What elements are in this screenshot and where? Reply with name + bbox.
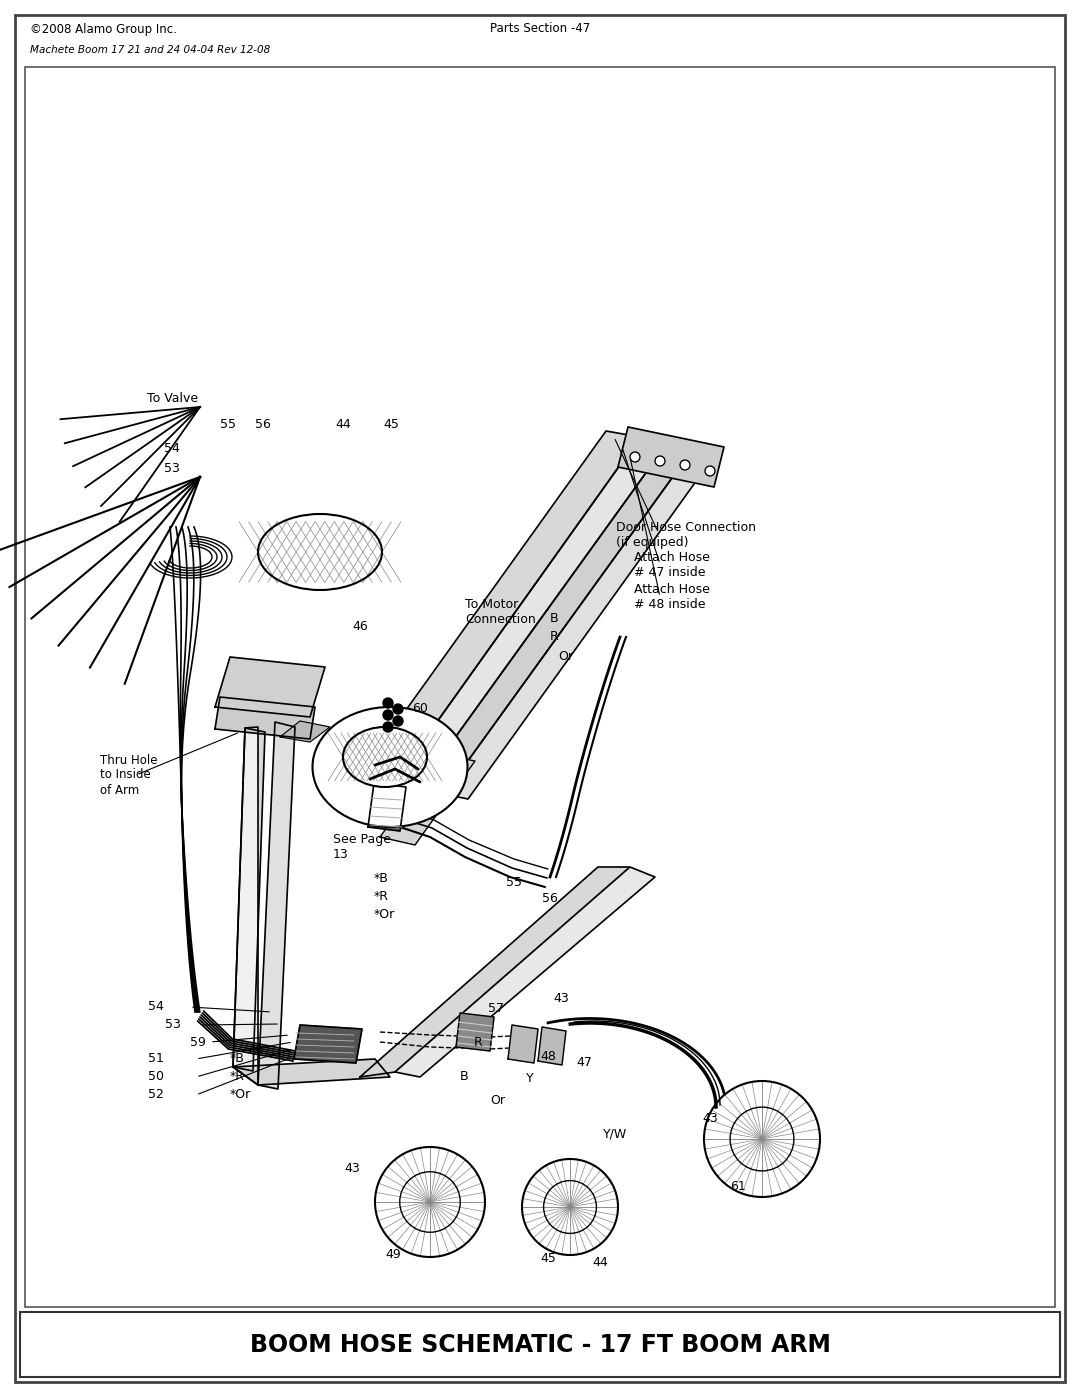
Text: 48: 48 — [540, 1051, 556, 1063]
Polygon shape — [357, 432, 640, 785]
Text: 56: 56 — [542, 893, 558, 905]
Polygon shape — [395, 868, 654, 1077]
Text: 43: 43 — [553, 992, 569, 1006]
Text: Machete Boom 17 21 and 24 04-04 Rev 12-08: Machete Boom 17 21 and 24 04-04 Rev 12-0… — [30, 45, 270, 54]
Text: B: B — [460, 1070, 469, 1084]
Text: 60: 60 — [411, 703, 428, 715]
Bar — [21, 1312, 1059, 1377]
Text: 52: 52 — [148, 1088, 164, 1101]
Polygon shape — [618, 427, 724, 488]
Text: 50: 50 — [148, 1070, 164, 1084]
Ellipse shape — [343, 726, 427, 787]
Text: Attach Hose
# 47 inside: Attach Hose # 47 inside — [634, 550, 710, 578]
Bar — [25, 67, 1055, 1308]
Polygon shape — [233, 728, 265, 1071]
Text: Or: Or — [490, 1094, 505, 1106]
Circle shape — [383, 722, 393, 732]
Circle shape — [375, 1147, 485, 1257]
Text: 53: 53 — [164, 462, 180, 475]
Text: 54: 54 — [164, 443, 180, 455]
Circle shape — [704, 1081, 820, 1197]
Polygon shape — [392, 437, 666, 789]
Text: 49: 49 — [384, 1248, 401, 1260]
Text: 51: 51 — [148, 1052, 164, 1066]
Text: BOOM HOSE SCHEMATIC - 17 FT BOOM ARM: BOOM HOSE SCHEMATIC - 17 FT BOOM ARM — [249, 1333, 831, 1356]
Ellipse shape — [312, 707, 468, 827]
Polygon shape — [456, 1013, 494, 1051]
Text: Parts Section -47: Parts Section -47 — [490, 22, 590, 35]
Text: 53: 53 — [165, 1018, 180, 1031]
Text: ©2008 Alamo Group Inc.: ©2008 Alamo Group Inc. — [30, 22, 177, 35]
Polygon shape — [508, 1025, 538, 1063]
Text: 44: 44 — [335, 419, 351, 432]
Polygon shape — [258, 722, 295, 1090]
Text: 47: 47 — [576, 1056, 592, 1069]
Circle shape — [383, 710, 393, 719]
Text: Y/W: Y/W — [603, 1127, 627, 1140]
Circle shape — [630, 453, 640, 462]
Polygon shape — [380, 754, 475, 845]
Polygon shape — [294, 1025, 362, 1063]
Text: Y: Y — [526, 1073, 534, 1085]
Text: *Or: *Or — [230, 1088, 252, 1101]
Circle shape — [705, 467, 715, 476]
Text: See Page
13: See Page 13 — [333, 833, 391, 861]
Text: R: R — [550, 630, 558, 644]
Polygon shape — [215, 657, 325, 717]
Polygon shape — [538, 1027, 566, 1065]
Text: 59: 59 — [190, 1035, 206, 1049]
Polygon shape — [368, 782, 406, 831]
Text: *R: *R — [374, 890, 389, 904]
Circle shape — [654, 455, 665, 467]
Text: Or: Or — [558, 651, 573, 664]
Text: 46: 46 — [352, 620, 368, 633]
Text: Attach Hose
# 48 inside: Attach Hose # 48 inside — [634, 583, 710, 610]
Text: Thru Hole
to Inside
of Arm: Thru Hole to Inside of Arm — [100, 753, 158, 796]
Polygon shape — [444, 453, 712, 799]
Circle shape — [383, 698, 393, 708]
Text: *Or: *Or — [374, 908, 395, 921]
Circle shape — [393, 717, 403, 726]
Polygon shape — [280, 721, 330, 742]
Polygon shape — [418, 446, 690, 793]
Text: To Motor
Connection: To Motor Connection — [465, 598, 536, 626]
Text: B: B — [550, 612, 558, 626]
Text: 45: 45 — [383, 419, 399, 432]
Polygon shape — [233, 726, 258, 1085]
Text: *R: *R — [230, 1070, 245, 1084]
Text: 56: 56 — [255, 419, 271, 432]
Text: 55: 55 — [507, 876, 522, 890]
Text: R: R — [474, 1035, 483, 1049]
Polygon shape — [233, 1059, 390, 1085]
Text: 54: 54 — [148, 1000, 164, 1013]
Ellipse shape — [258, 514, 382, 590]
Circle shape — [393, 704, 403, 714]
Text: 55: 55 — [220, 419, 237, 432]
Text: 44: 44 — [592, 1256, 608, 1268]
Text: 61: 61 — [730, 1180, 746, 1193]
Text: Door Hose Connection
(if equiped): Door Hose Connection (if equiped) — [616, 521, 756, 549]
Circle shape — [522, 1160, 618, 1255]
Text: 43: 43 — [345, 1162, 360, 1175]
Polygon shape — [215, 697, 315, 739]
Text: *B: *B — [374, 873, 389, 886]
Text: 43: 43 — [702, 1112, 718, 1126]
Text: 45: 45 — [540, 1253, 556, 1266]
Text: *B: *B — [230, 1052, 245, 1066]
Text: To Valve: To Valve — [147, 393, 198, 405]
Polygon shape — [360, 868, 630, 1077]
Circle shape — [680, 460, 690, 469]
Text: 57: 57 — [488, 1003, 504, 1016]
